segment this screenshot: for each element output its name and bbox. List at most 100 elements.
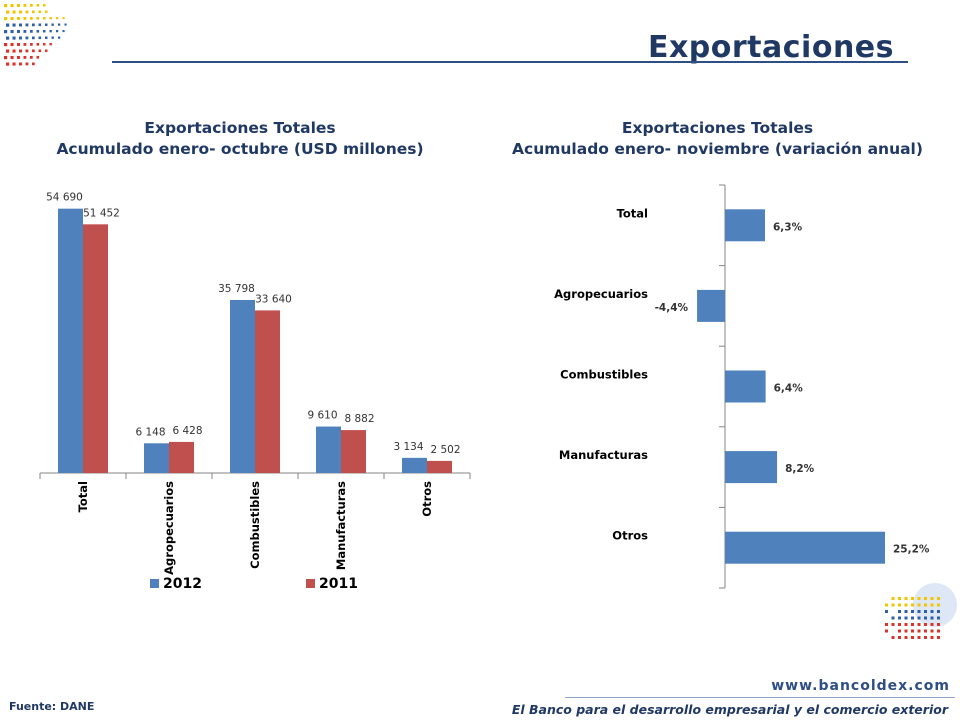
logo-dot [38, 49, 42, 53]
decor-dot [911, 629, 914, 633]
logo-dot [38, 36, 42, 40]
bar-otros [725, 531, 885, 564]
logo-dot [17, 56, 20, 59]
decor-dot [898, 636, 901, 639]
x-tick-label-otros: Otros [420, 481, 434, 517]
decor-dot [930, 629, 934, 633]
logo-dot [45, 36, 48, 39]
logo-dot [36, 4, 40, 7]
logo-dot [36, 30, 40, 33]
logo-dot [58, 36, 61, 39]
logo-dot [32, 36, 35, 40]
decor-dot [917, 636, 921, 639]
logo-dot [12, 23, 16, 27]
bar-2011-combustibles [255, 310, 280, 473]
decor-dot [891, 636, 895, 639]
decor-dot [898, 597, 901, 600]
logo-dot [4, 4, 8, 8]
logo-dot [49, 30, 52, 33]
bar-2012-agropecuarios [144, 443, 169, 473]
y-tick-label-otros: Otros [612, 529, 648, 543]
decor-dot [911, 636, 914, 639]
left-chart-title: Exportaciones Totales Acumulado enero- o… [20, 118, 460, 160]
logo-dot [19, 36, 22, 40]
logo-dot [38, 10, 42, 14]
logo-dot [51, 23, 54, 26]
bar-combustibles [725, 370, 766, 403]
decor-dot [930, 623, 934, 626]
right-chart-title-line1: Exportaciones Totales [621, 119, 814, 137]
decor-dot [924, 597, 927, 600]
logo-dot [25, 23, 29, 27]
decor-dot [891, 616, 895, 620]
bar-2012-manufacturas [316, 426, 341, 473]
decor-dot [911, 610, 914, 613]
decor-dot [917, 603, 921, 607]
bar-agropecuarios [697, 289, 725, 322]
logo-dot [25, 49, 29, 53]
logo-dot [32, 10, 35, 14]
y-tick-label-total: Total [617, 206, 648, 220]
decor-dot [911, 597, 914, 600]
globe-shape [913, 583, 957, 627]
logo-dot [51, 36, 54, 39]
website-link[interactable]: www.bancoldex.com [771, 678, 950, 694]
logo-dot [30, 56, 33, 59]
logo-dot [32, 49, 35, 53]
y-tick-label-manufacturas: Manufacturas [559, 448, 648, 462]
title-divider [112, 61, 908, 63]
logo-dot [23, 4, 27, 7]
decor-dot [937, 616, 940, 620]
bar-2011-manufacturas [341, 430, 366, 473]
decor-dot [917, 597, 921, 600]
logo-dot [6, 36, 10, 40]
decor-dot [930, 636, 934, 639]
decor-dot [937, 623, 940, 626]
logo-dot [62, 30, 65, 33]
decor-dot [904, 636, 908, 639]
data-label-2011-agropecuarios: 6 428 [172, 425, 202, 437]
decor-dot [911, 616, 914, 620]
logo-dot [43, 4, 46, 7]
decor-dot [885, 610, 888, 613]
logo-dot [17, 30, 20, 33]
logo-dot [12, 10, 16, 14]
legend-label-2012: 2012 [163, 576, 202, 592]
data-label-2012-agropecuarios: 6 148 [135, 426, 165, 438]
decor-dot [924, 603, 927, 607]
bar-2011-otros [427, 460, 452, 473]
bancoldex-logo [4, 4, 67, 66]
decor-dot [924, 623, 927, 626]
logo-dot [64, 23, 67, 26]
decor-dot [904, 597, 908, 600]
logo-dot [10, 56, 14, 60]
logo-dot [56, 17, 59, 20]
logo-dot [17, 43, 20, 46]
logo-dot [58, 23, 61, 26]
logo-dot [19, 49, 22, 53]
logo-dot [10, 30, 14, 34]
logo-dot [12, 36, 16, 40]
data-label-manufacturas: 8,2% [785, 463, 815, 475]
right-chart-title-line2: Acumulado enero- noviembre (variación an… [512, 140, 923, 158]
logo-dot [36, 43, 40, 46]
logo-dot [36, 56, 40, 59]
decor-dot [924, 610, 927, 613]
data-label-2011-combustibles: 33 640 [255, 293, 292, 305]
slogan-text: El Banco para el desarrollo empresarial … [511, 702, 948, 717]
data-label-2012-combustibles: 35 798 [218, 283, 255, 295]
data-label-agropecuarios: -4,4% [655, 302, 689, 314]
logo-dot [30, 43, 33, 46]
bar-2012-otros [402, 457, 427, 473]
logo-dot [30, 17, 33, 20]
legend-label-2011: 2011 [319, 576, 358, 592]
data-label-combustibles: 6,4% [774, 383, 804, 395]
logo-dot [45, 10, 48, 13]
logo-dot [19, 62, 22, 66]
decor-dot [911, 623, 914, 626]
decor-dot [937, 629, 940, 633]
decor-dot [937, 636, 940, 639]
logo-dot [45, 49, 48, 52]
decor-dot [904, 616, 908, 620]
